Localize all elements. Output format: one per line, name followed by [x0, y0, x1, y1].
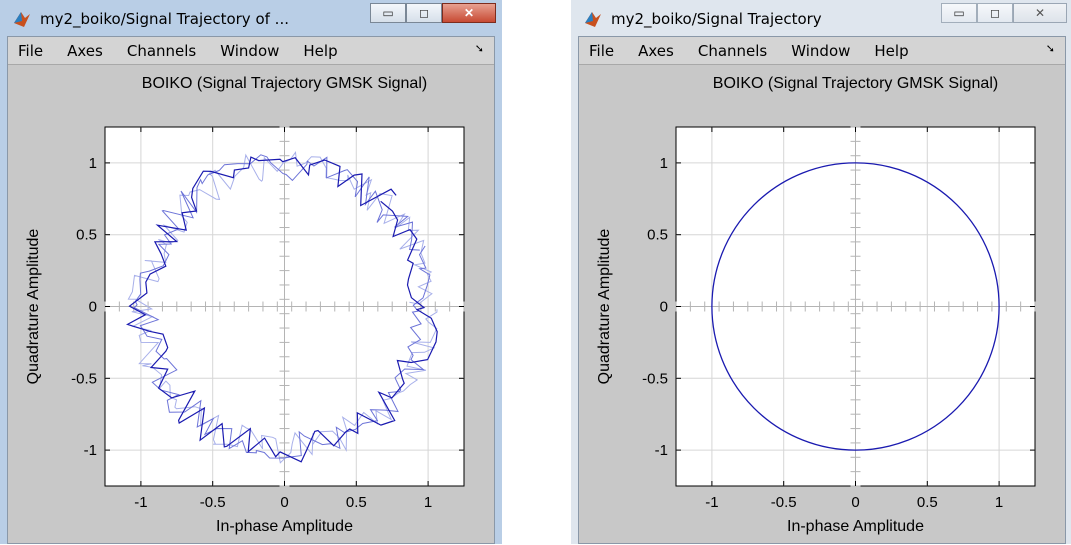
x-tick-label: -1 — [134, 494, 147, 511]
y-tick-label: 0 — [89, 299, 97, 316]
title-bar[interactable]: my2_boiko/Signal Trajectory of ... ▭ ◻ ✕ — [0, 0, 502, 36]
x-tick-label: -1 — [705, 494, 718, 511]
menu-channels[interactable]: Channels — [697, 41, 768, 60]
y-axis-label: Quadrature Amplitude — [596, 229, 613, 385]
dock-arrow-icon[interactable]: ➘ — [474, 42, 484, 55]
x-tick-label: 0.5 — [917, 494, 938, 511]
x-tick-label: 1 — [424, 494, 432, 511]
title-bar[interactable]: my2_boiko/Signal Trajectory ▭ ◻ ✕ — [571, 0, 1071, 36]
x-axis-label: In-phase Amplitude — [787, 518, 924, 535]
maximize-icon[interactable]: ◻ — [977, 3, 1013, 23]
trajectory-trace — [133, 154, 431, 459]
trajectory-trace — [127, 150, 438, 464]
y-tick-label: 1 — [660, 155, 668, 172]
matlab-icon — [14, 12, 30, 27]
x-tick-label: -0.5 — [200, 494, 226, 511]
menu-bar: File Axes Channels Window Help ➘ — [579, 37, 1065, 65]
close-icon[interactable]: ✕ — [442, 3, 496, 23]
x-tick-label: 1 — [995, 494, 1003, 511]
close-icon[interactable]: ✕ — [1013, 3, 1067, 23]
x-tick-label: 0.5 — [346, 494, 367, 511]
menu-help[interactable]: Help — [874, 41, 909, 60]
origin-crosshair — [104, 126, 465, 487]
chart-title: BOIKO (Signal Trajectory GMSK Signal) — [142, 75, 427, 92]
y-tick-label: -0.5 — [642, 370, 668, 387]
trajectory-circle — [711, 162, 1000, 451]
matlab-icon — [585, 12, 601, 27]
menu-channels[interactable]: Channels — [126, 41, 197, 60]
x-axis-label: In-phase Amplitude — [216, 518, 353, 535]
maximize-icon[interactable]: ◻ — [406, 3, 442, 23]
menu-window[interactable]: Window — [220, 41, 280, 60]
figure-window-noisy[interactable]: my2_boiko/Signal Trajectory of ... ▭ ◻ ✕… — [0, 0, 502, 544]
figure-window-clean[interactable]: my2_boiko/Signal Trajectory ▭ ◻ ✕ File A… — [571, 0, 1071, 544]
menu-file[interactable]: File — [589, 41, 615, 60]
trajectory-plot-clean[interactable]: BOIKO (Signal Trajectory GMSK Signal) -1 -… — [579, 64, 1067, 545]
menu-window[interactable]: Window — [791, 41, 851, 60]
y-axis-label: Quadrature Amplitude — [25, 229, 42, 385]
dock-arrow-icon[interactable]: ➘ — [1045, 42, 1055, 55]
x-tick-label: 0 — [851, 494, 859, 511]
chart-title: BOIKO (Signal Trajectory GMSK Signal) — [713, 75, 998, 92]
minimize-icon[interactable]: ▭ — [370, 3, 406, 23]
trajectory-trace — [125, 156, 438, 463]
menu-file[interactable]: File — [18, 41, 44, 60]
y-tick-label: 1 — [89, 155, 97, 172]
y-tick-label: 0 — [660, 299, 668, 316]
y-tick-label: -1 — [84, 442, 97, 459]
menu-help[interactable]: Help — [303, 41, 338, 60]
origin-crosshair — [675, 126, 1036, 487]
minimize-icon[interactable]: ▭ — [941, 3, 977, 23]
menu-bar: File Axes Channels Window Help ➘ — [8, 37, 494, 65]
trajectory-noisy — [125, 150, 438, 464]
menu-axes[interactable]: Axes — [67, 41, 103, 60]
menu-axes[interactable]: Axes — [638, 41, 674, 60]
y-tick-label: 0.5 — [647, 227, 668, 244]
y-tick-label: -0.5 — [71, 370, 97, 387]
window-title: my2_boiko/Signal Trajectory — [611, 10, 822, 28]
y-tick-label: -1 — [655, 442, 668, 459]
trajectory-plot-noisy[interactable]: BOIKO (Signal Trajectory GMSK Signal) -1 -… — [8, 64, 496, 545]
x-tick-label: -0.5 — [771, 494, 797, 511]
y-tick-label: 0.5 — [76, 227, 97, 244]
window-title: my2_boiko/Signal Trajectory of ... — [40, 10, 289, 28]
x-tick-label: 0 — [280, 494, 288, 511]
